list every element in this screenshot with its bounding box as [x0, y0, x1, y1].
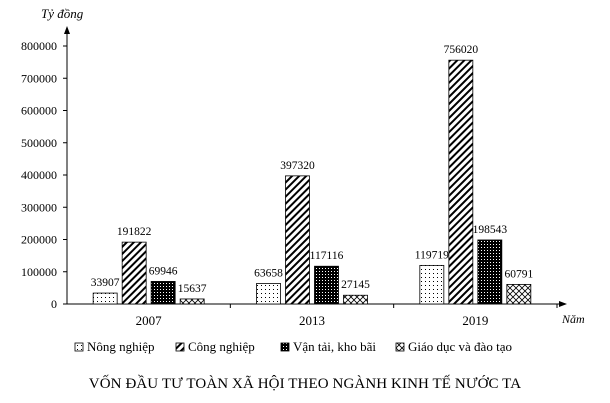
chart-title: VỐN ĐẦU TƯ TOÀN XÃ HỘI THEO NGÀNH KINH T… — [88, 376, 522, 392]
bar-value-label: 33907 — [91, 277, 120, 289]
x-tick-label: 2007 — [136, 313, 163, 328]
y-axis-arrow — [64, 26, 70, 34]
legend-label: Vận tải, kho bãi — [293, 339, 376, 354]
y-tick-label: 500000 — [21, 136, 57, 150]
bar — [448, 59, 474, 305]
bar — [477, 239, 503, 305]
bar-value-label: 69946 — [149, 265, 178, 277]
y-tick-label: 600000 — [21, 104, 57, 118]
bar-value-label: 756020 — [444, 44, 479, 56]
bar-value-label: 60791 — [504, 268, 533, 280]
x-axis-title: Năm — [561, 312, 585, 326]
y-tick-label: 400000 — [21, 168, 57, 182]
bar — [343, 294, 368, 305]
axes: Tỷ đồng Năm 0 100000 200000 300000 400000 50000… — [21, 6, 585, 328]
y-tick-label: 0 — [51, 297, 57, 311]
bar-value-label: 119719 — [415, 249, 449, 261]
x-tick-label: 2019 — [462, 313, 488, 328]
legend-swatch — [395, 342, 405, 352]
bar — [179, 298, 205, 305]
bar-value-label: 198543 — [473, 224, 508, 236]
bar-value-label: 117116 — [310, 250, 344, 262]
bar-value-label: 397320 — [280, 160, 315, 172]
legend-label: Giáo dục và đào tạo — [408, 339, 512, 354]
legend-swatch — [74, 342, 84, 352]
bar — [92, 292, 118, 305]
y-tick-label: 700000 — [21, 71, 57, 85]
legend-label: Công nghiệp — [188, 339, 255, 354]
bar — [314, 265, 339, 305]
legend: Nông nghiệp Công nghiệp Vận tải, kho bãi Gi… — [74, 339, 512, 354]
y-tick-label: 200000 — [21, 233, 57, 247]
bar-value-label: 191822 — [117, 226, 152, 238]
legend-swatch — [175, 342, 185, 352]
legend-label: Nông nghiệp — [87, 339, 155, 354]
x-tick-label: 2013 — [299, 313, 325, 328]
bar — [419, 264, 445, 305]
legend-swatch — [280, 342, 290, 352]
bar — [121, 241, 147, 305]
x-axis-arrow — [559, 301, 567, 307]
bar — [285, 175, 310, 305]
bar-value-label: 63658 — [254, 267, 283, 279]
bar — [256, 283, 281, 305]
bar-value-label: 27145 — [341, 279, 370, 291]
y-tick-label: 800000 — [21, 39, 57, 53]
y-tick-label: 300000 — [21, 200, 57, 214]
bar — [150, 281, 176, 305]
y-axis-title: Tỷ đồng — [41, 6, 84, 21]
bar-value-label: 15637 — [178, 283, 207, 295]
y-tick-label: 100000 — [21, 265, 57, 279]
bar — [506, 283, 532, 305]
